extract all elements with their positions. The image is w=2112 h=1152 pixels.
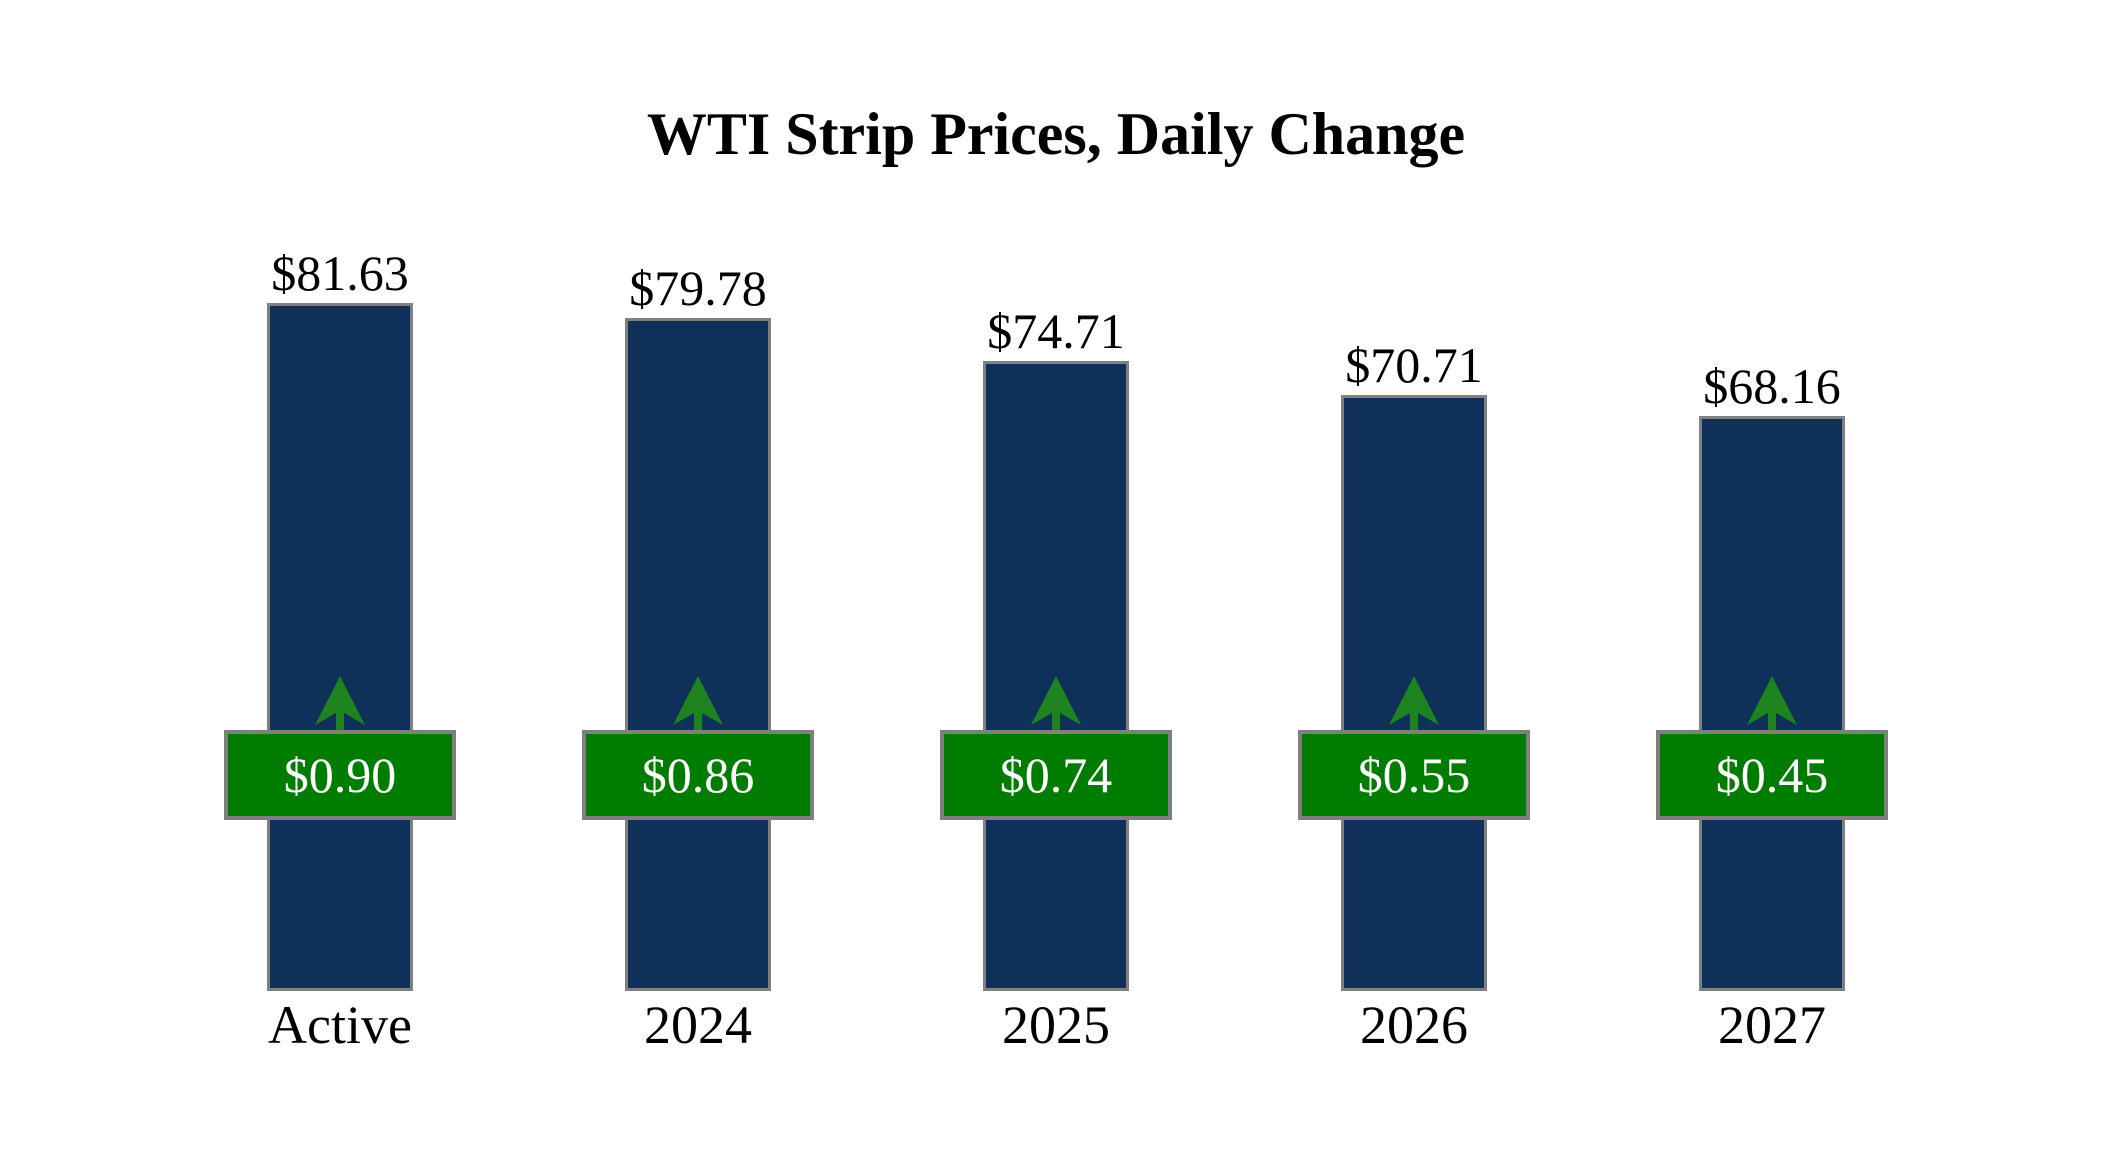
price-bar [625,318,771,991]
category-label: 2026 [1360,995,1468,1055]
up-arrow-icon [1031,676,1081,733]
strip-price-label: $74.71 [987,303,1125,359]
strip-price-label: $70.71 [1345,337,1483,393]
daily-change-label: $0.86 [641,747,755,803]
up-arrow-icon [1389,676,1439,733]
up-arrow-icon [315,676,365,733]
price-bar [1341,395,1487,991]
daily-change-label: $0.74 [999,747,1113,803]
up-arrow-icon [1747,676,1797,733]
daily-change-badge: $0.74 [940,730,1172,820]
strip-price-label: $79.78 [629,260,767,316]
daily-change-badge: $0.55 [1298,730,1530,820]
strip-price-label: $81.63 [271,245,409,301]
daily-change-badge: $0.86 [582,730,814,820]
chart-title: WTI Strip Prices, Daily Change [646,101,1466,167]
daily-change-label: $0.45 [1715,747,1829,803]
category-label: Active [268,995,412,1055]
daily-change-badge: $0.45 [1656,730,1888,820]
daily-change-badge: $0.90 [224,730,456,820]
up-arrow-icon [673,676,723,733]
category-label: 2024 [644,995,752,1055]
strip-price-label: $68.16 [1703,358,1841,414]
category-label: 2027 [1718,995,1826,1055]
daily-change-label: $0.55 [1357,747,1471,803]
daily-change-label: $0.90 [283,747,397,803]
price-bar [267,303,413,991]
category-label: 2025 [1002,995,1110,1055]
